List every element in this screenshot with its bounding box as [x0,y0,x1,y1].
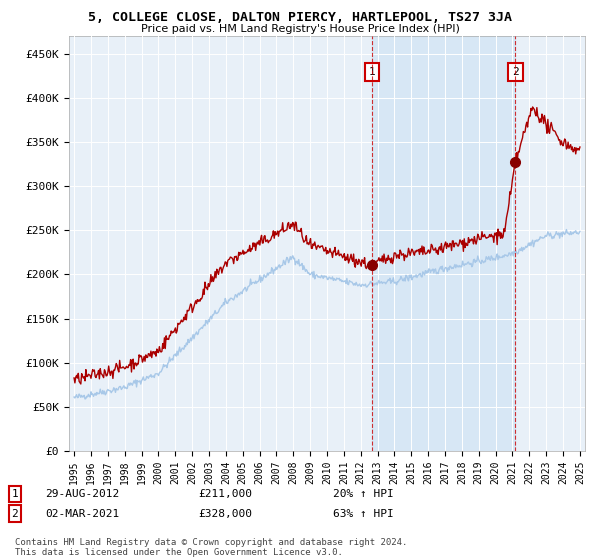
Text: £328,000: £328,000 [198,508,252,519]
Text: Contains HM Land Registry data © Crown copyright and database right 2024.
This d: Contains HM Land Registry data © Crown c… [15,538,407,557]
Text: 02-MAR-2021: 02-MAR-2021 [45,508,119,519]
Text: 5, COLLEGE CLOSE, DALTON PIERCY, HARTLEPOOL, TS27 3JA: 5, COLLEGE CLOSE, DALTON PIERCY, HARTLEP… [88,11,512,24]
Text: 63% ↑ HPI: 63% ↑ HPI [333,508,394,519]
Text: 2: 2 [11,508,19,519]
Text: 20% ↑ HPI: 20% ↑ HPI [333,489,394,499]
Text: 2: 2 [512,67,519,77]
Bar [372,36,515,451]
Text: 1: 1 [11,489,19,499]
Text: Price paid vs. HM Land Registry's House Price Index (HPI): Price paid vs. HM Land Registry's House … [140,24,460,34]
Text: 1: 1 [368,67,375,77]
Text: 29-AUG-2012: 29-AUG-2012 [45,489,119,499]
Text: £211,000: £211,000 [198,489,252,499]
